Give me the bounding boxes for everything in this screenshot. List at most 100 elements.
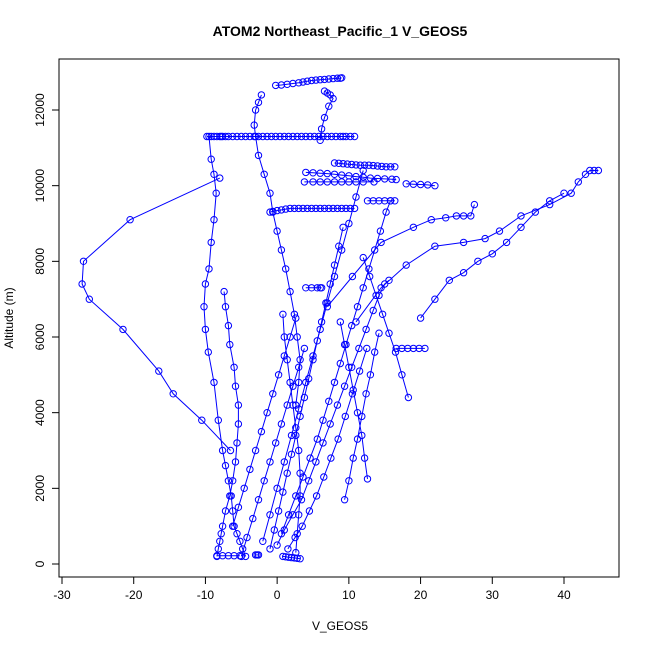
data-point <box>431 242 439 250</box>
data-point <box>326 280 334 288</box>
series-32 <box>229 314 300 530</box>
data-point <box>292 431 300 440</box>
data-point <box>345 219 353 228</box>
series-6 <box>272 74 346 90</box>
data-point <box>327 132 336 141</box>
data-point <box>317 125 326 133</box>
x-axis-label: V_GEOS5 <box>312 619 368 633</box>
data-point <box>319 439 327 447</box>
data-point <box>296 469 304 477</box>
data-point <box>336 318 344 326</box>
data-point <box>574 178 582 186</box>
data-layer <box>78 74 603 563</box>
data-point <box>330 261 339 269</box>
data-point <box>302 132 310 141</box>
data-point <box>233 132 241 141</box>
data-point <box>333 74 342 82</box>
data-point <box>270 526 278 534</box>
data-point <box>369 161 377 170</box>
data-point <box>424 181 432 189</box>
data-point <box>205 265 213 273</box>
series-line <box>420 192 565 319</box>
series-12 <box>266 204 359 216</box>
series-19 <box>279 552 304 563</box>
data-point <box>313 337 321 345</box>
data-point <box>581 170 590 179</box>
data-point <box>355 367 364 375</box>
data-point <box>355 344 363 353</box>
data-point <box>382 208 390 216</box>
data-point <box>309 356 317 364</box>
data-point <box>295 204 303 213</box>
data-point <box>251 446 260 455</box>
data-point <box>416 314 425 322</box>
x-tick-label: 10 <box>342 588 356 602</box>
data-point <box>340 340 349 349</box>
data-point <box>216 174 224 182</box>
data-point <box>277 206 286 214</box>
data-point <box>210 132 218 141</box>
data-point <box>366 272 374 281</box>
data-point <box>198 416 206 424</box>
data-point <box>386 163 395 171</box>
data-point <box>217 530 225 538</box>
data-point <box>370 178 378 186</box>
data-point <box>586 166 594 175</box>
data-point <box>316 76 324 84</box>
data-point <box>303 204 311 213</box>
data-point <box>316 169 324 177</box>
data-point <box>201 280 210 288</box>
data-point <box>229 132 237 141</box>
data-point <box>272 439 280 447</box>
data-point <box>305 477 313 485</box>
data-point <box>289 382 297 390</box>
series-line <box>262 170 364 542</box>
data-point <box>495 227 504 235</box>
data-point <box>200 303 208 311</box>
data-point <box>292 424 300 432</box>
series-22 <box>284 344 371 553</box>
data-point <box>169 390 177 398</box>
data-point <box>251 106 260 114</box>
data-point <box>330 378 339 387</box>
data-point <box>363 197 372 205</box>
data-point <box>269 207 277 216</box>
data-point <box>348 160 356 169</box>
series-line <box>355 170 599 323</box>
data-point <box>291 533 299 542</box>
data-point <box>229 522 237 530</box>
data-point <box>312 76 320 84</box>
data-point <box>391 197 399 205</box>
data-point <box>362 390 370 398</box>
data-point <box>286 333 294 341</box>
data-point <box>295 446 303 455</box>
data-point <box>299 204 307 213</box>
data-point <box>335 242 343 250</box>
series-line <box>203 136 247 557</box>
data-point <box>231 458 240 466</box>
data-point <box>340 496 349 504</box>
data-point <box>289 511 297 519</box>
data-point <box>398 371 406 379</box>
series-line <box>232 317 297 527</box>
data-point <box>348 390 357 398</box>
data-point <box>404 393 413 402</box>
data-point <box>237 552 246 561</box>
data-point <box>531 208 539 216</box>
series-line <box>253 94 301 406</box>
data-point <box>207 155 215 163</box>
data-point <box>325 102 333 110</box>
data-point <box>298 522 306 530</box>
data-point <box>272 132 280 141</box>
series-31 <box>237 344 309 561</box>
series-10 <box>300 178 378 186</box>
data-point <box>382 163 390 171</box>
y-tick-label: 4000 <box>33 399 47 426</box>
data-point <box>263 409 271 417</box>
data-point <box>280 352 288 360</box>
series-5 <box>250 91 304 409</box>
data-point <box>320 75 329 84</box>
data-point <box>363 344 371 353</box>
data-point <box>218 446 227 455</box>
data-point <box>283 469 291 477</box>
